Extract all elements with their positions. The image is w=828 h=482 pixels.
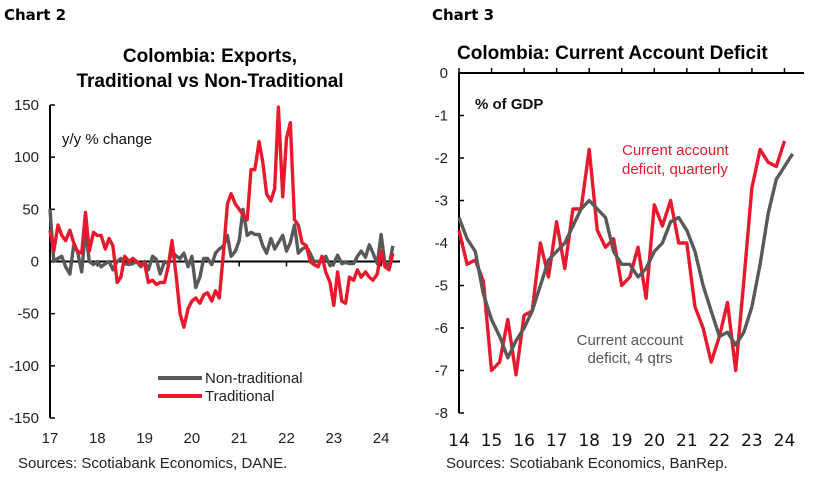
y-tick-label: -3 [435, 193, 448, 210]
x-tick-label: 21 [231, 430, 248, 447]
y-tick-label: -8 [435, 405, 448, 422]
y-tick-label: -5 [435, 278, 448, 295]
chart-panel-exports: Chart 2 Colombia: Exports, Traditional v… [4, 6, 400, 472]
chart-number-label: Chart 3 [432, 6, 495, 24]
y-tick-label: 0 [31, 254, 39, 271]
exports-chart: Colombia: Exports, Traditional vs Non-Tr… [9, 46, 400, 472]
series-line-traditional [48, 105, 395, 329]
chart-number-label: Chart 2 [4, 6, 67, 24]
x-tick-label: 17 [546, 431, 568, 451]
y-tick-label: -50 [17, 306, 39, 323]
x-tick-label: 20 [184, 430, 201, 447]
y-tick-label: -6 [435, 320, 448, 337]
annotation-4qtrs-line-2: deficit, 4 qtrs [587, 350, 672, 367]
x-tick-label: 20 [643, 431, 665, 451]
y-tick-label: -4 [435, 235, 448, 252]
source-note: Sources: Scotiabank Economics, DANE. [18, 455, 287, 472]
source-note: Sources: Scotiabank Economics, BanRep. [446, 455, 728, 472]
y-tick-label: -100 [9, 358, 39, 375]
x-tick-label: 14 [448, 431, 470, 451]
series-line-current-account-deficit-4-qtrs [457, 152, 795, 360]
x-tick-label: 22 [278, 430, 295, 447]
x-tick-label: 17 [42, 430, 59, 447]
x-tick-label: 18 [578, 431, 600, 451]
x-tick-label: 24 [373, 430, 390, 447]
y-tick-label: -150 [9, 410, 39, 427]
series-line-current-account-deficit-quarterly [457, 140, 787, 377]
y-tick-label: 0 [440, 65, 448, 82]
chart-panel-current-account: Chart 3 Colombia: Current Account Defici… [414, 0, 828, 482]
y-tick-label: 50 [22, 201, 39, 218]
chart-title: Colombia: Current Account Deficit [457, 43, 768, 64]
chart-title-line-1: Colombia: Exports, [123, 46, 297, 67]
x-tick-label: 23 [325, 430, 342, 447]
x-tick-label: 21 [676, 431, 698, 451]
series-line-non-traditional [48, 207, 395, 290]
legend: Non-traditional Traditional [158, 370, 303, 405]
annotation-quarterly-line-2: deficit, quarterly [622, 161, 728, 178]
y-tick-label: -2 [435, 150, 448, 167]
y-axis-unit-label: % of GDP [475, 96, 543, 113]
y-tick-label: 100 [14, 149, 39, 166]
legend-label-traditional: Traditional [205, 388, 274, 405]
chart-title-line-2: Traditional vs Non-Traditional [76, 71, 343, 92]
y-tick-label: -7 [435, 363, 448, 380]
current-account-chart: Colombia: Current Account Deficit % of G… [435, 43, 804, 472]
x-tick-label: 19 [136, 430, 153, 447]
x-tick-label: 15 [481, 431, 503, 451]
y-tick-label: 150 [14, 97, 39, 114]
legend-label-non-traditional: Non-traditional [205, 370, 303, 387]
x-tick-label: 22 [709, 431, 731, 451]
x-tick-label: 16 [513, 431, 535, 451]
x-tick-label: 18 [89, 430, 106, 447]
x-tick-label: 24 [774, 431, 796, 451]
x-tick-label: 19 [611, 431, 633, 451]
x-tick-label: 23 [741, 431, 763, 451]
annotation-4qtrs-line-1: Current account [577, 332, 685, 349]
y-axis-unit-label: y/y % change [62, 131, 152, 148]
annotation-quarterly-line-1: Current account [622, 142, 730, 159]
y-tick-label: -1 [435, 108, 448, 125]
